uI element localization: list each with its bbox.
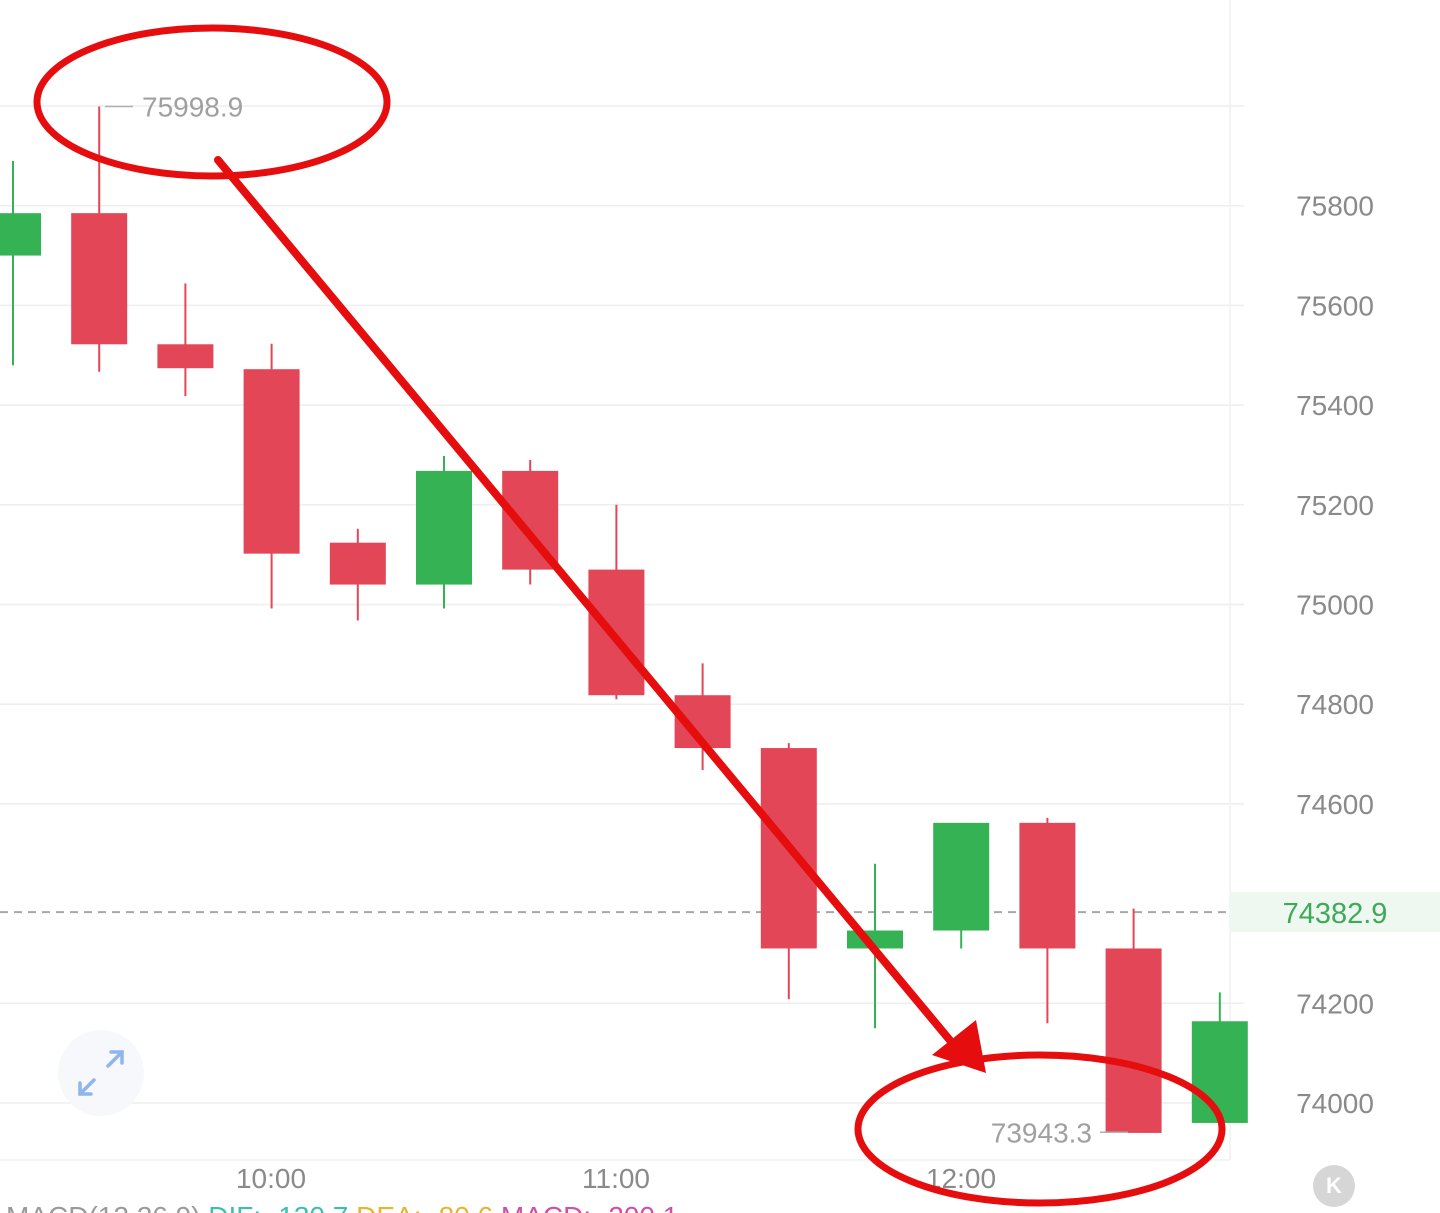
candle-body [933, 822, 990, 931]
expand-button[interactable] [58, 1030, 144, 1116]
candle [71, 106, 128, 372]
candle [0, 160, 41, 366]
candle [1019, 817, 1076, 1024]
current-price-tag [1230, 892, 1440, 933]
candle [502, 459, 559, 585]
candle-body [329, 542, 386, 585]
candle [933, 822, 990, 949]
candle [416, 455, 472, 609]
macd-label: MACD(12,26,9) [6, 1201, 208, 1213]
candle [157, 283, 214, 397]
low-label: 73943.3 [991, 1117, 1092, 1148]
y-tick-label: 75000 [1296, 590, 1374, 621]
candle-body [157, 344, 214, 369]
candle-body [588, 569, 645, 696]
high-label: 75998.9 [142, 92, 243, 123]
macd-dif: DIF: -130.7 [208, 1201, 356, 1213]
y-tick-label: 75800 [1296, 191, 1374, 222]
candle [1191, 992, 1248, 1128]
candle-body [243, 369, 300, 554]
annotation-ellipse-high [33, 24, 391, 180]
candle-body [1019, 822, 1076, 949]
y-tick-label: 75600 [1296, 290, 1374, 321]
candle-body [0, 213, 41, 256]
x-tick-label: 11:00 [582, 1163, 650, 1194]
macd-indicator-text: MACD(12,26,9) DIF: -130.7 DEA: -80.6 MAC… [6, 1201, 678, 1213]
candle [588, 504, 645, 700]
candle-body [71, 213, 128, 345]
annotation-arrow-head [932, 1020, 986, 1073]
x-tick-label: 10:00 [236, 1163, 306, 1194]
y-tick-label: 74200 [1296, 988, 1374, 1019]
annotation-ellipse-low [854, 1051, 1226, 1207]
k-badge[interactable]: K [1313, 1165, 1355, 1207]
macd-value: MACD: -200.1 [501, 1201, 678, 1213]
current-price-label: 74382.9 [1283, 898, 1388, 930]
y-tick-label: 74000 [1296, 1088, 1374, 1119]
candle-body [416, 470, 472, 585]
expand-arrows-icon [78, 1050, 124, 1096]
candle [243, 343, 300, 609]
y-tick-label: 75200 [1296, 490, 1374, 521]
candle [329, 528, 386, 621]
candles [0, 106, 1248, 1133]
candle-body [1191, 1021, 1248, 1123]
axis-labels: 74000 74200 74600 74800 75000 75200 75400 75600… [6, 92, 1440, 1213]
y-tick-label: 75400 [1296, 390, 1374, 421]
y-tick-label: 74600 [1296, 789, 1374, 820]
candle-body [1105, 948, 1162, 1133]
annotation-arrow-shaft [214, 156, 962, 1054]
y-tick-label: 74800 [1296, 689, 1374, 720]
annotations [33, 24, 1226, 1207]
candle [1105, 908, 1162, 1133]
macd-dea: DEA: -80.6 [356, 1201, 501, 1213]
